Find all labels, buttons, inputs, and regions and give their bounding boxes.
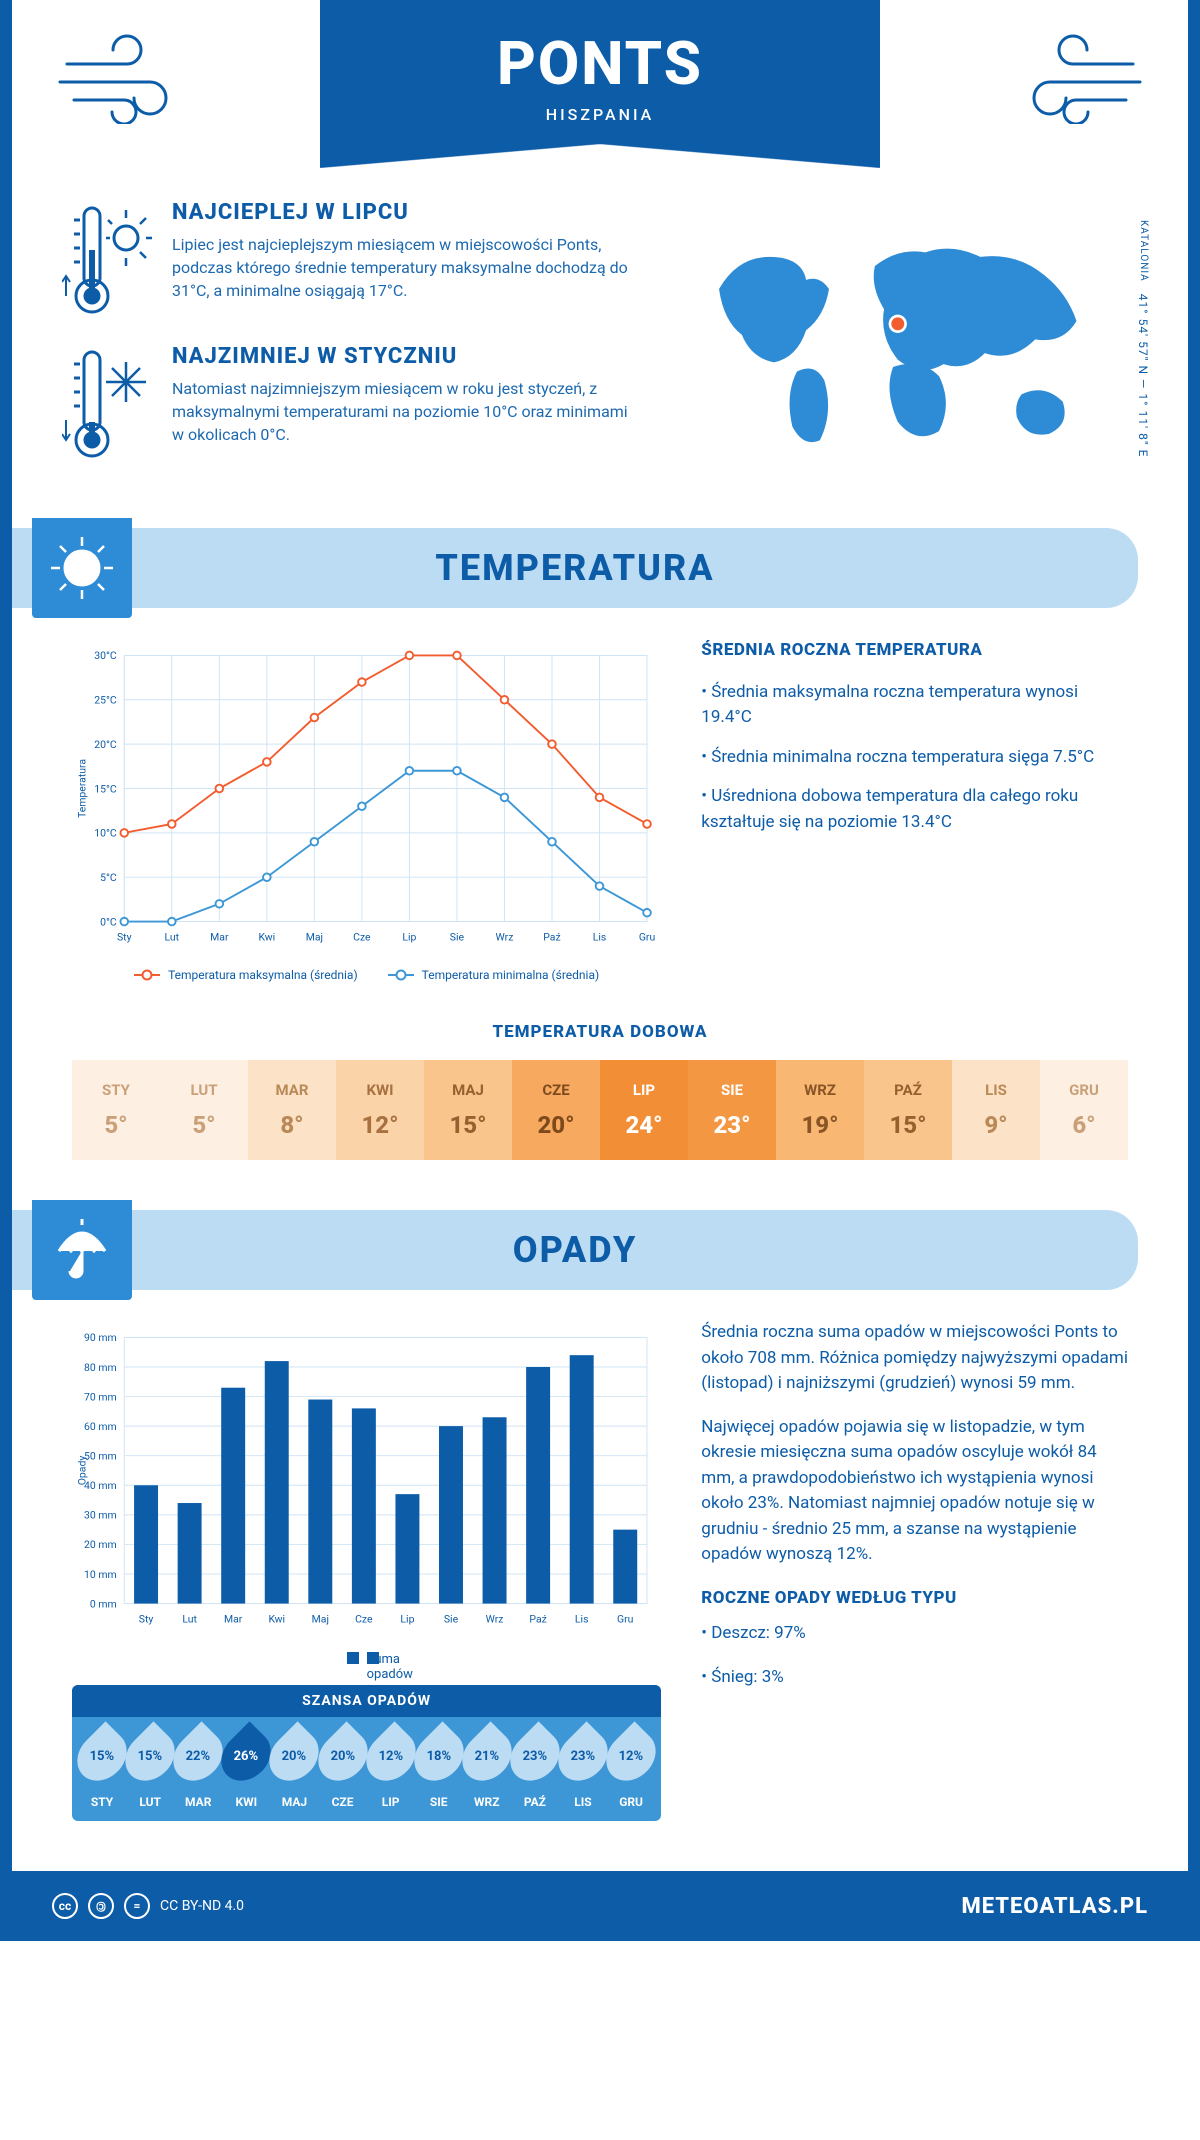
svg-text:Paź: Paź [543, 931, 560, 944]
svg-text:10°C: 10°C [94, 827, 117, 840]
svg-text:Sie: Sie [444, 1613, 459, 1626]
hot-title: NAJCIEPLEJ W LIPCU [172, 200, 637, 225]
svg-text:Cze: Cze [355, 1613, 373, 1626]
thermometer-cold-icon [62, 344, 152, 464]
svg-text:5°C: 5°C [100, 871, 117, 884]
daily-cell: STY5° [72, 1060, 160, 1160]
temp-section-title: TEMPERATURA [152, 547, 1138, 589]
daily-temp-title: TEMPERATURA DOBOWA [12, 1022, 1188, 1042]
cc-icon: cc [52, 1893, 78, 1919]
daily-cell: CZE20° [512, 1060, 600, 1160]
site-name: METEOATLAS.PL [961, 1894, 1148, 1919]
svg-text:Wrz: Wrz [496, 931, 514, 944]
svg-text:Kwi: Kwi [259, 931, 276, 944]
svg-text:Wrz: Wrz [486, 1613, 504, 1626]
daily-cell: PAŹ15° [864, 1060, 952, 1160]
daily-cell: WRZ19° [776, 1060, 864, 1160]
svg-text:Mar: Mar [224, 1613, 243, 1626]
svg-text:Mar: Mar [210, 931, 229, 944]
precipitation-bar-chart: 0 mm 10 mm 20 mm 30 mm 40 mm 50 mm 60 mm 70 mm 8… [72, 1320, 661, 1821]
coldest-block: NAJZIMNIEJ W STYCZNIU Natomiast najzimni… [62, 344, 637, 464]
precipitation-summary: Średnia roczna suma opadów w miejscowośc… [701, 1320, 1128, 1821]
svg-text:40 mm: 40 mm [84, 1479, 117, 1492]
svg-text:Cze: Cze [353, 931, 371, 944]
daily-cell: KWI12° [336, 1060, 424, 1160]
precipitation-header: OPADY [12, 1210, 1138, 1290]
svg-text:80 mm: 80 mm [84, 1361, 117, 1374]
page-header: PONTS HISZPANIA [12, 0, 1188, 190]
svg-text:Sty: Sty [139, 1613, 154, 1626]
svg-text:0°C: 0°C [100, 915, 117, 928]
precip-chance-drop: 12% [596, 1721, 665, 1790]
page-footer: cc 🄯 = CC BY-ND 4.0 METEOATLAS.PL [12, 1871, 1188, 1941]
precipitation-chance-strip: SZANSA OPADÓW 15%15%22%26%20%20%12%18%21… [72, 1685, 661, 1821]
svg-text:Lut: Lut [165, 931, 180, 944]
wind-left-icon [52, 34, 192, 124]
svg-text:20°C: 20°C [94, 738, 117, 751]
precip-section-title: OPADY [152, 1229, 1138, 1271]
svg-text:60 mm: 60 mm [84, 1420, 117, 1433]
svg-text:Temperatura: Temperatura [75, 759, 88, 818]
world-map-icon [667, 234, 1138, 454]
nd-icon: = [124, 1893, 150, 1919]
daily-cell: MAR8° [248, 1060, 336, 1160]
svg-text:Lis: Lis [593, 931, 607, 944]
svg-text:Opady: Opady [75, 1456, 88, 1486]
temperature-line-chart: 0°C 5°C 10°C 15°C 20°C 25°C 30°C Sty Lut Mar Kwi Ma… [72, 638, 661, 982]
svg-text:Gru: Gru [639, 931, 656, 944]
coordinates: KATALONIA 41° 54' 57" N — 1° 11' 8" E [1136, 220, 1150, 458]
svg-text:Kwi: Kwi [268, 1613, 285, 1626]
hottest-block: NAJCIEPLEJ W LIPCU Lipiec jest najcieple… [62, 200, 637, 320]
svg-text:Lis: Lis [575, 1613, 589, 1626]
country-name: HISZPANIA [320, 105, 880, 124]
svg-text:Lut: Lut [182, 1613, 197, 1626]
cold-text: Natomiast najzimniejszym miesiącem w rok… [172, 377, 637, 447]
sun-badge-icon [32, 518, 132, 618]
svg-text:Sie: Sie [450, 931, 465, 944]
daily-cell: LIP24° [600, 1060, 688, 1160]
temp-chart-legend: Temperatura maksymalna (średnia) Tempera… [72, 968, 661, 982]
cold-title: NAJZIMNIEJ W STYCZNIU [172, 344, 637, 369]
license: cc 🄯 = CC BY-ND 4.0 [52, 1893, 244, 1919]
svg-text:25°C: 25°C [94, 694, 117, 707]
svg-text:Lip: Lip [400, 1613, 414, 1626]
daily-temperature-table: STY5°LUT5°MAR8°KWI12°MAJ15°CZE20°LIP24°S… [72, 1060, 1128, 1160]
svg-text:Lip: Lip [402, 931, 416, 944]
intro-section: NAJCIEPLEJ W LIPCU Lipiec jest najcieple… [12, 190, 1188, 528]
city-name: PONTS [320, 28, 880, 99]
svg-text:10 mm: 10 mm [84, 1568, 117, 1581]
svg-text:50 mm: 50 mm [84, 1450, 117, 1463]
daily-cell: LIS9° [952, 1060, 1040, 1160]
by-icon: 🄯 [88, 1893, 114, 1919]
temperature-header: TEMPERATURA [12, 528, 1138, 608]
svg-text:30 mm: 30 mm [84, 1509, 117, 1522]
daily-cell: MAJ15° [424, 1060, 512, 1160]
umbrella-badge-icon [32, 1200, 132, 1300]
svg-text:Maj: Maj [306, 931, 323, 944]
svg-text:Gru: Gru [617, 1613, 634, 1626]
svg-text:Sty: Sty [117, 931, 132, 944]
svg-text:30°C: 30°C [94, 649, 117, 662]
thermometer-hot-icon [62, 200, 152, 320]
daily-cell: LUT5° [160, 1060, 248, 1160]
temperature-summary: ŚREDNIA ROCZNA TEMPERATURA • Średnia mak… [701, 638, 1128, 982]
daily-cell: SIE23° [688, 1060, 776, 1160]
svg-text:Paź: Paź [529, 1613, 546, 1626]
svg-text:Maj: Maj [312, 1613, 329, 1626]
svg-text:15°C: 15°C [94, 782, 117, 795]
precip-chart-legend: Suma opadów [72, 1650, 661, 1665]
wind-right-icon [1008, 34, 1148, 124]
svg-text:0 mm: 0 mm [90, 1597, 117, 1610]
svg-text:90 mm: 90 mm [84, 1331, 117, 1344]
svg-text:70 mm: 70 mm [84, 1390, 117, 1403]
svg-text:20 mm: 20 mm [84, 1538, 117, 1551]
daily-cell: GRU6° [1040, 1060, 1128, 1160]
title-banner: PONTS HISZPANIA [320, 0, 880, 144]
hot-text: Lipiec jest najcieplejszym miesiącem w m… [172, 233, 637, 303]
